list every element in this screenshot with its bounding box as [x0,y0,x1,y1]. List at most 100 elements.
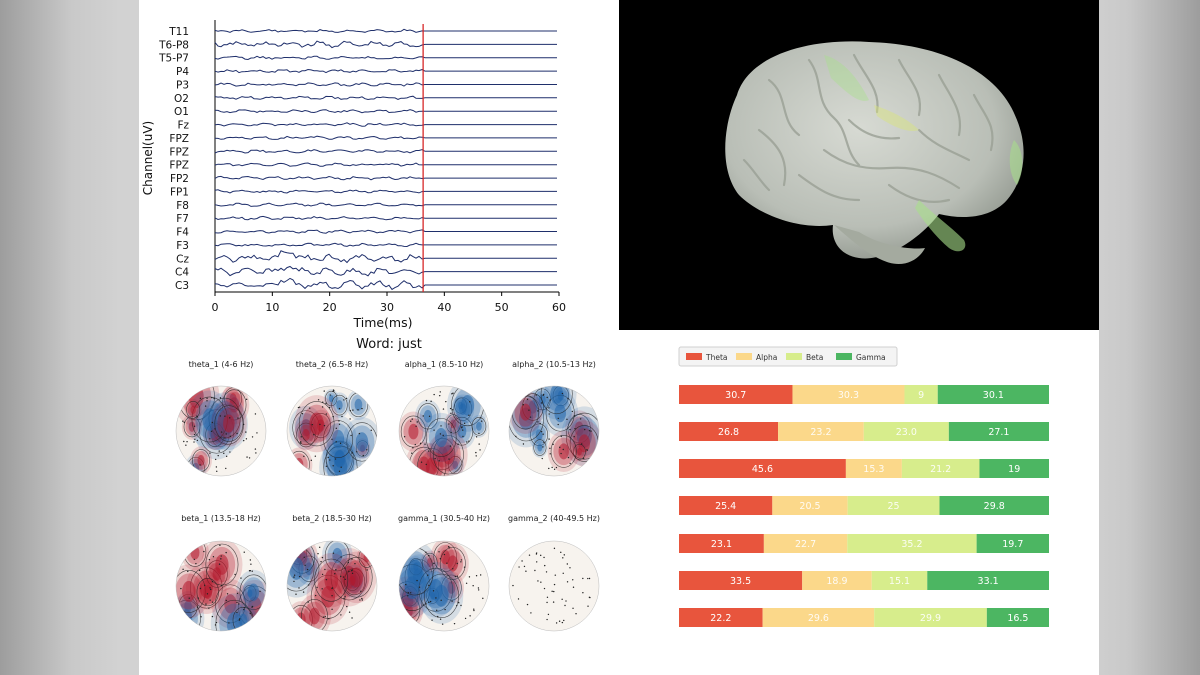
eeg-channel-label: FP2 [170,173,189,185]
bar-segment [792,385,905,404]
bar-value-label: 15.1 [889,576,910,587]
bar-segment [871,571,928,590]
topomap [508,385,600,477]
topomap-label: alpha_2 (10.5-13 Hz) [512,360,596,369]
eeg-channel-label: T5-P7 [158,53,189,65]
bar-value-label: 15.3 [863,464,884,475]
bar-segment [986,608,1049,627]
brain-cortex-icon [725,41,1024,265]
bar-value-label: 20.5 [799,501,820,512]
bar-value-label: 26.8 [718,427,739,438]
bar-segment [976,534,1049,553]
bar-value-label: 30.7 [725,390,746,401]
bar-segment [679,534,764,553]
eeg-channel-label: F4 [176,227,189,239]
bar-value-label: 9 [918,390,924,401]
eeg-channel-label: Cz [176,253,189,265]
eeg-channel-label: F3 [176,240,189,252]
bar-value-label: 25 [888,501,900,512]
eeg-trace [214,109,557,114]
eeg-trace [214,202,557,207]
bar-segment [845,459,902,478]
brain-3d-view[interactable] [619,0,1099,330]
topomap-label: gamma_1 (30.5-40 Hz) [398,514,490,523]
bar-value-label: 23.1 [711,539,732,550]
eeg-channel-label: O2 [174,93,189,105]
bar-segment [802,571,872,590]
eeg-trace [214,149,557,154]
eeg-trace [214,28,557,33]
legend-label: Gamma [856,353,886,362]
legend-label: Alpha [756,353,777,362]
bar-segment [679,459,846,478]
eeg-channel-label: C3 [175,280,189,292]
eeg-trace [214,122,557,127]
eeg-trace [214,82,557,87]
eeg-channel-label: F7 [176,213,189,225]
eeg-x-tick-label: 50 [495,301,509,314]
bar-segment [762,608,875,627]
eeg-x-tick-label: 0 [212,301,219,314]
bar-segment [904,385,938,404]
eeg-channel-label: FPZ [169,133,189,145]
bar-value-label: 22.7 [795,539,816,550]
bar-value-label: 16.5 [1007,613,1028,624]
eeg-channel-label: FPZ [169,146,189,158]
bar-rows: C130.730.3930.1C226.823.223.027.1C545.61… [679,385,1049,627]
bar-value-label: 18.9 [826,576,847,587]
topomap [175,385,267,477]
eeg-channel-label: P3 [176,79,189,91]
eeg-channel-label: F8 [176,200,189,212]
legend-label: Beta [806,353,823,362]
bar-value-label: 29.9 [920,613,941,624]
bar-segment [874,608,987,627]
bar-value-label: 19 [1008,464,1020,475]
eeg-x-tick-label: 60 [552,301,566,314]
eeg-x-axis-label: Time(ms) [352,315,412,330]
eeg-trace [214,40,557,49]
topomap-label: beta_1 (13.5-18 Hz) [181,514,261,523]
eeg-y-axis-label: Channel(uV) [141,121,155,195]
topomap [286,385,378,477]
eeg-channel-labels: T11T6-P8T5-P7P4P3O2O1FzFPZFPZFPZFP2FP1F8… [158,26,189,292]
bar-segment [927,571,1049,590]
bar-segment [948,422,1049,441]
eeg-trace [214,68,557,74]
eeg-channel-label: O1 [174,106,189,118]
bar-value-label: 33.1 [978,576,999,587]
eeg-trace [214,55,557,61]
topomap-label: beta_2 (18.5-30 Hz) [292,514,372,523]
bar-value-label: 21.2 [930,464,951,475]
eeg-channel-label: FP1 [170,186,189,198]
brain-render [725,41,1024,265]
bar-segment [901,459,980,478]
bar-segment [679,385,793,404]
legend-swatch [736,353,752,360]
eeg-x-tick-label: 20 [323,301,337,314]
eeg-x-tick-label: 30 [380,301,394,314]
topomap-label: theta_1 (4-6 Hz) [188,360,254,369]
bar-value-label: 30.1 [983,390,1004,401]
bar-segment [937,385,1049,404]
bar-value-label: 23.0 [896,427,917,438]
eeg-channel-label: T6-P8 [158,39,189,51]
legend-label: Theta [705,353,728,362]
eeg-axes [214,20,559,293]
bar-value-label: 22.2 [710,613,731,624]
legend-swatch [786,353,802,360]
bar-segment [679,608,763,627]
eeg-trace [214,95,557,101]
eeg-trace [214,265,557,277]
bar-segment [863,422,949,441]
bar-segment [847,496,940,515]
eeg-channel-label: P4 [176,66,189,78]
eeg-trace [214,250,557,264]
eeg-x-tick-label: 10 [265,301,279,314]
eeg-trace [214,135,557,140]
bar-segment [979,459,1049,478]
eeg-channel-label: C4 [175,267,189,279]
bar-segment [778,422,864,441]
eeg-traces [214,28,557,291]
bar-value-label: 30.3 [838,390,859,401]
